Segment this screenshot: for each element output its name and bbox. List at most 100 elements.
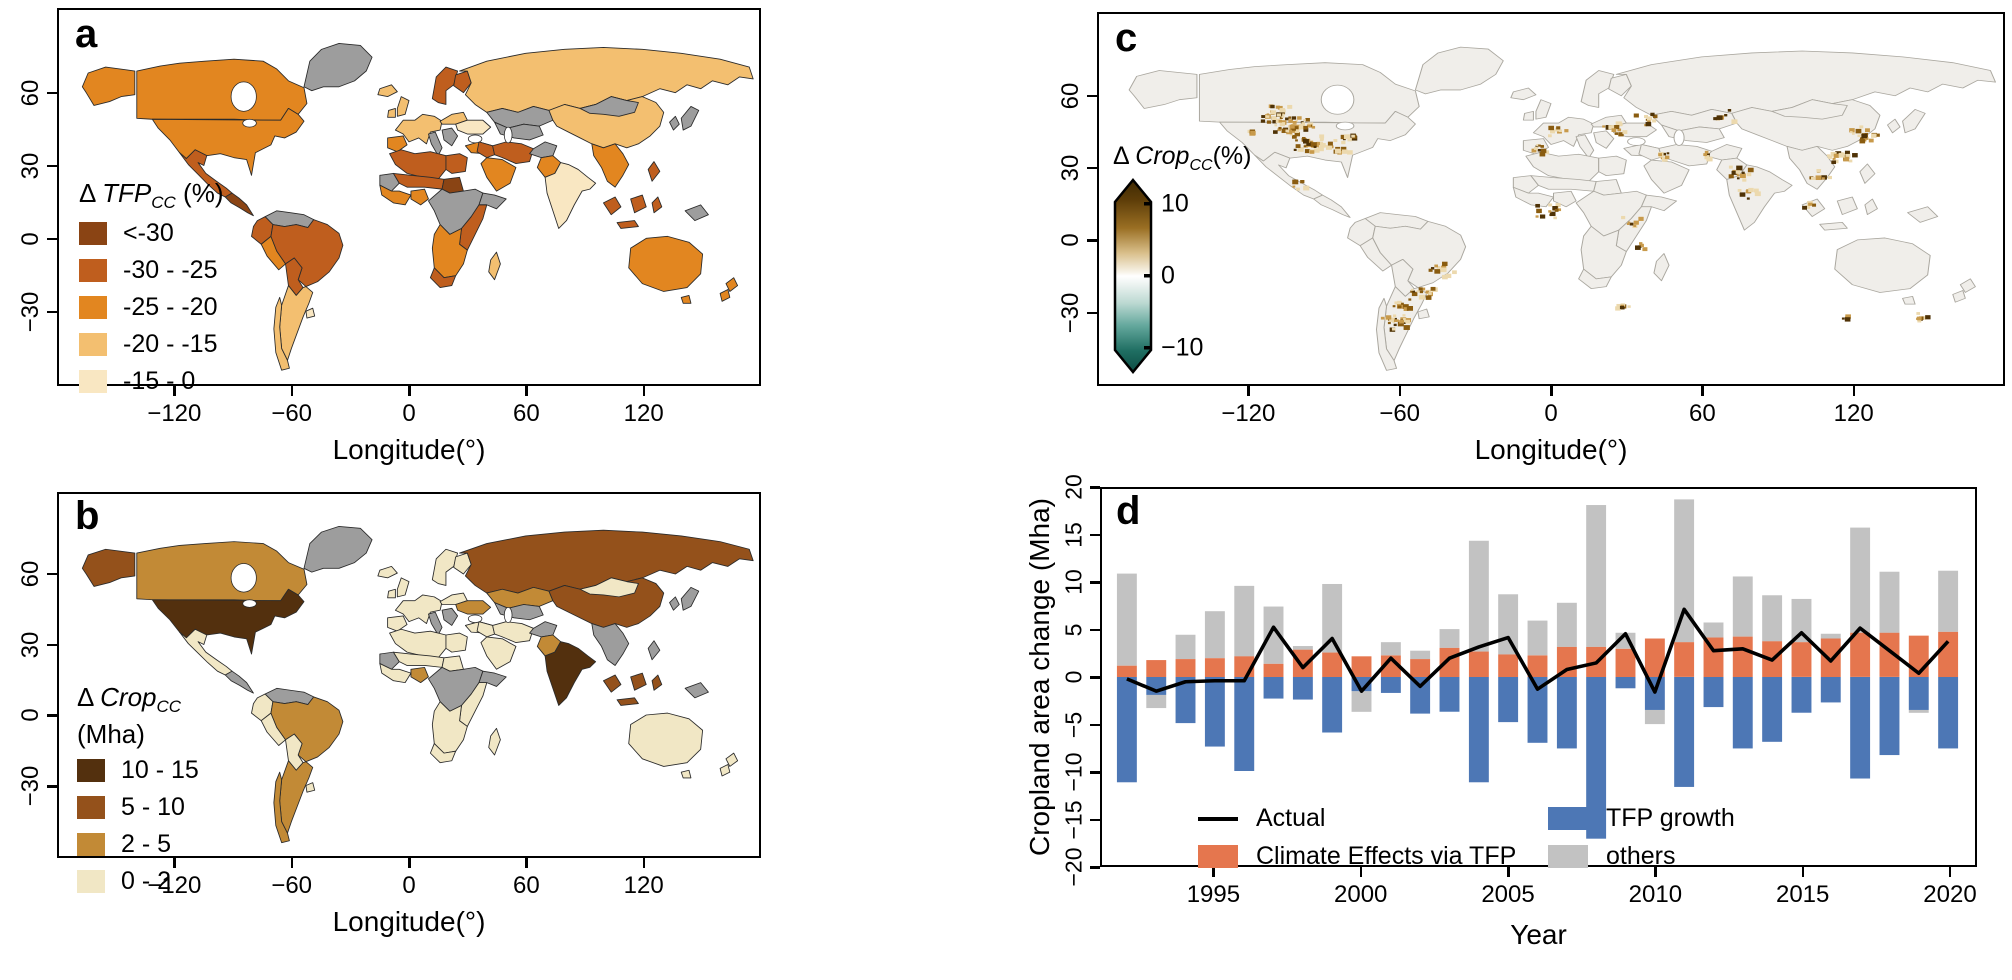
region-iberia [387,615,408,632]
region-nz1 [1959,278,1976,293]
legend-a-entry: -25 - -20 [79,293,224,321]
region-seasia [591,143,630,188]
region-mongolia [579,577,639,598]
bars-others [1116,499,1959,725]
a-xtick [290,386,294,396]
c-ytick-label: 0 [1057,233,1084,248]
region-alaska [1128,70,1198,109]
d-xtick-label: 1995 [1186,881,1241,908]
legend-b-swatch-3 [77,869,105,893]
d-ytick-label: −20 [1060,847,1087,887]
region-mexico [179,628,233,676]
legend-a-entry: -15 - 0 [79,367,224,395]
d-xtick [1359,867,1363,877]
region-iceland [377,84,398,98]
region-arabia [1643,159,1690,194]
region-korea [669,115,680,131]
region-newguinea [684,682,709,699]
c-xtick-label: −120 [1221,400,1276,427]
d-legend-entry: TFP growth [1548,804,1735,833]
region-nz2 [719,764,731,777]
d-legend-entry: Climate Effects via TFP [1198,842,1516,871]
colorbar [1113,178,1153,374]
colorbar-label-max: 10 [1161,189,1189,218]
region-camerica [224,670,254,694]
legend-box-swatch [1548,807,1588,830]
region-mauritania [379,172,400,192]
lake [1335,121,1355,131]
region-camerica [224,192,254,217]
c-xtick [1247,386,1250,396]
region-egypt [445,632,468,653]
legend-a-label-0: <-30 [123,218,174,247]
region-nigeria [410,666,429,684]
panel-a-legend-title: Δ TFPCC (%) [79,178,224,213]
region-australia [628,712,704,767]
legend-b-entry: 10 - 15 [77,755,199,784]
region-sumatra [603,674,622,693]
region-wafrica [379,663,412,684]
region-iceland [1510,87,1537,101]
a-xtick-label: −120 [147,400,202,427]
d-ytick [1090,676,1100,679]
region-madagascar [488,727,501,756]
region-argentina [279,760,314,834]
legend-b-entry: 0 - 2 [77,866,199,895]
d-ytick [1090,866,1100,869]
b-xtick-label: −60 [271,872,313,899]
region-philippines [647,640,661,661]
c-ytick-label: −30 [1057,292,1084,334]
c-xtick-label: 0 [1544,400,1558,427]
d-ytick-label: 0 [1060,670,1087,684]
legend-a-swatch-4 [79,369,107,393]
region-safrica [1580,225,1627,280]
region-mongolia [579,96,639,117]
region-ukraine [455,600,492,615]
world-map-crop-change-pct [1128,46,1996,371]
region-uk [396,577,410,598]
a-ytick [47,164,57,168]
region-india [544,641,597,706]
b-xtick [290,858,294,868]
lake [230,81,257,112]
region-iraq [476,141,495,159]
legend-box-swatch [1548,845,1588,868]
legend-b-label-3: 0 - 2 [121,866,172,895]
d-xtick [1948,867,1952,877]
region-chile [1375,297,1398,371]
region-weurope [394,594,443,624]
region-newguinea [1907,206,1939,223]
region-balkans [441,127,459,147]
d-xtick [1801,867,1805,877]
region-brazil [270,696,344,763]
panel-b-legend-title: Δ CropCC [77,682,182,717]
b-ytick [47,714,57,717]
region-greenland [1414,46,1504,95]
world-map-tfp-change [81,43,754,371]
a-xtick [408,386,411,396]
b-ytick [47,572,57,576]
region-ukraine [455,119,492,135]
b-ytick [47,643,57,647]
d-ytick [1090,818,1100,821]
region-chile [273,296,290,371]
a-ytick [47,237,57,241]
c-ytick-label: 60 [1057,82,1084,110]
a-ytick-label: −30 [17,291,44,333]
a-xtick [525,386,528,396]
a-xtick [642,386,646,396]
a-ytick-label: 30 [17,152,44,180]
region-ireland [387,588,396,599]
d-xlabel: Year [1510,919,1567,950]
d-legend-label-1: Climate Effects via TFP [1256,842,1517,870]
d-legend-label-2: TFP growth [1606,804,1735,832]
region-arabia [480,636,517,670]
region-nz1 [725,752,739,767]
region-iraq [476,621,495,638]
c-xlabel: Longitude(°) [1474,434,1628,465]
b-xlabel: Longitude(°) [332,906,486,937]
region-weurope [1532,116,1595,147]
region-sulawesi [651,196,663,214]
region-mauritania [1512,175,1539,194]
legend-b-label-0: 10 - 15 [121,755,199,784]
